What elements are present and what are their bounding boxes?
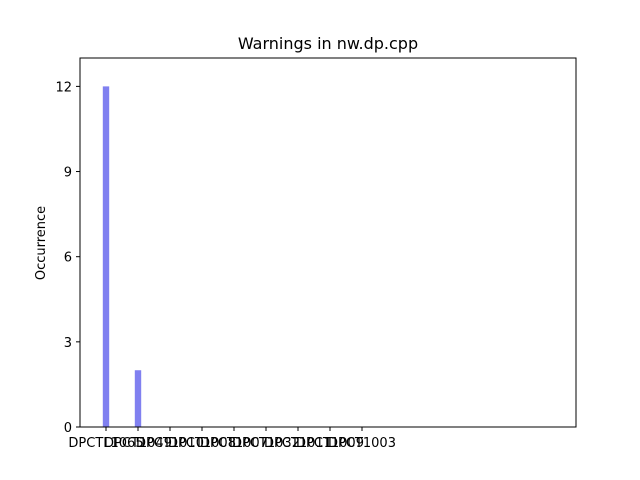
y-ticks-group: 0 3 6 9 12 <box>55 80 80 436</box>
bars-group <box>102 86 142 427</box>
chart-title: Warnings in nw.dp.cpp <box>238 34 418 53</box>
y-tick-label: 0 <box>64 421 72 436</box>
y-tick-label: 12 <box>55 80 72 95</box>
x-tick-label: DPCT1009 <box>296 436 364 451</box>
x-tick-label: DPCT1032 <box>232 436 300 451</box>
x-tick-label: DPCT1010 <box>136 436 204 451</box>
x-tick-label: DPCT1049 <box>104 436 172 451</box>
y-tick-label: 3 <box>64 336 72 351</box>
x-tick-label: DPCT1011 <box>264 436 332 451</box>
x-tick-label: DPCT1003 <box>328 436 396 451</box>
x-tick-label: DPCT1007 <box>200 436 268 451</box>
x-ticks-group: DPCTL1065DPCT1049DPCT1010DPCT1008DPCT100… <box>68 427 396 451</box>
bar-dpctl1065 <box>102 86 110 427</box>
y-tick-label: 6 <box>64 251 72 266</box>
x-tick-label: DPCTL1065 <box>68 436 143 451</box>
plot-frame <box>79 57 577 428</box>
bar-dpct1049 <box>134 370 142 427</box>
y-tick-label: 9 <box>64 166 72 181</box>
x-tick-label: DPCT1008 <box>168 436 236 451</box>
y-axis-label: Occurrence <box>34 206 49 280</box>
